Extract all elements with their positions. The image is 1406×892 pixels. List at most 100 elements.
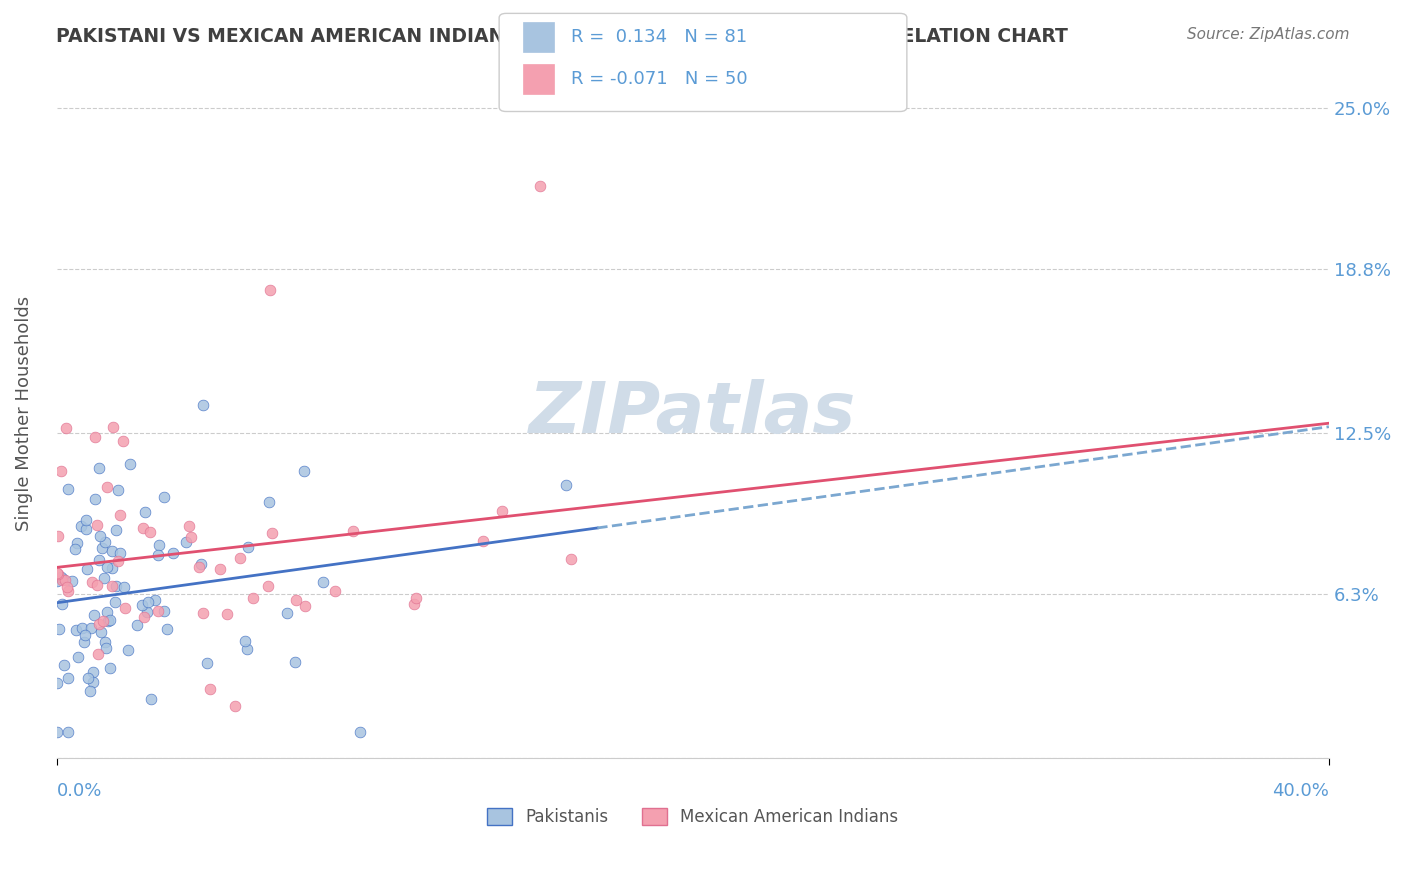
Point [259, 495, 281, 509]
Text: Source: ZipAtlas.com: Source: ZipAtlas.com [1187, 27, 1350, 42]
Point [491, 504, 513, 518]
Point [180, 530, 202, 544]
Point [104, 579, 127, 593]
Point [96, 559, 118, 574]
Point [56, 725, 79, 739]
Point [98, 661, 121, 675]
Point [87, 617, 110, 632]
Point [75, 513, 97, 527]
Point [96, 605, 118, 619]
Point [91, 541, 114, 555]
Point [260, 526, 283, 541]
Point [87, 553, 110, 567]
Point [404, 597, 426, 611]
Point [83, 608, 105, 623]
Point [108, 508, 131, 522]
Point [46, 529, 69, 543]
Point [53, 574, 76, 588]
Point [146, 548, 169, 562]
Point [312, 574, 335, 589]
Point [90, 624, 112, 639]
Point [87, 647, 110, 661]
Point [323, 584, 346, 599]
Point [342, 524, 364, 538]
Point [86, 517, 108, 532]
Point [82, 665, 104, 679]
Point [193, 606, 215, 620]
Point [198, 681, 221, 696]
Point [56, 583, 79, 598]
Point [131, 598, 153, 612]
Point [179, 519, 201, 533]
Point [83, 492, 105, 507]
Point [45, 675, 67, 690]
Point [100, 579, 122, 593]
Point [153, 604, 176, 618]
Point [236, 641, 259, 656]
Point [136, 595, 159, 609]
Point [118, 457, 141, 471]
Point [49, 570, 72, 584]
Point [101, 561, 124, 575]
Legend: Pakistanis, Mexican American Indians: Pakistanis, Mexican American Indians [481, 801, 905, 833]
Point [56, 483, 79, 497]
Point [75, 522, 97, 536]
Point [349, 725, 371, 739]
Point [529, 178, 551, 193]
Point [62, 574, 84, 588]
Point [86, 578, 108, 592]
Point [107, 554, 129, 568]
Text: 0.0%: 0.0% [56, 782, 103, 800]
Point [257, 578, 280, 592]
Text: R =  0.134   N = 81: R = 0.134 N = 81 [571, 28, 747, 46]
Point [143, 593, 166, 607]
Point [94, 641, 117, 656]
Point [72, 635, 94, 649]
Point [117, 643, 139, 657]
Point [471, 534, 494, 549]
Point [187, 560, 209, 574]
Point [112, 580, 135, 594]
Point [162, 546, 184, 560]
Point [139, 525, 162, 540]
Point [66, 649, 89, 664]
Point [405, 591, 427, 605]
Point [101, 420, 124, 434]
Point [76, 671, 98, 685]
Point [215, 607, 238, 622]
Point [112, 434, 135, 448]
Point [292, 464, 315, 478]
Point [45, 574, 67, 588]
Point [70, 519, 93, 533]
Point [84, 430, 107, 444]
Point [136, 605, 159, 619]
Point [148, 604, 170, 618]
Point [82, 674, 104, 689]
Point [97, 615, 120, 629]
Point [98, 613, 121, 627]
Y-axis label: Single Mother Households: Single Mother Households [15, 296, 32, 531]
Point [236, 540, 259, 554]
Point [58, 671, 80, 685]
Point [276, 606, 298, 620]
Point [89, 529, 111, 543]
Point [66, 535, 89, 549]
Point [80, 574, 103, 589]
Point [91, 614, 114, 628]
Point [134, 610, 156, 624]
Point [76, 562, 98, 576]
Point [80, 620, 103, 634]
Point [294, 599, 316, 614]
Point [233, 633, 256, 648]
Text: ZIPatlas: ZIPatlas [529, 379, 856, 448]
Point [51, 573, 73, 587]
Point [53, 657, 76, 672]
Text: PAKISTANI VS MEXICAN AMERICAN INDIAN SINGLE MOTHER HOUSEHOLDS CORRELATION CHART: PAKISTANI VS MEXICAN AMERICAN INDIAN SIN… [56, 27, 1069, 45]
Point [153, 490, 176, 504]
Point [190, 557, 212, 571]
Point [114, 601, 136, 615]
Text: 40.0%: 40.0% [1272, 782, 1329, 800]
Point [55, 421, 77, 435]
Point [46, 567, 69, 582]
Point [174, 535, 197, 549]
